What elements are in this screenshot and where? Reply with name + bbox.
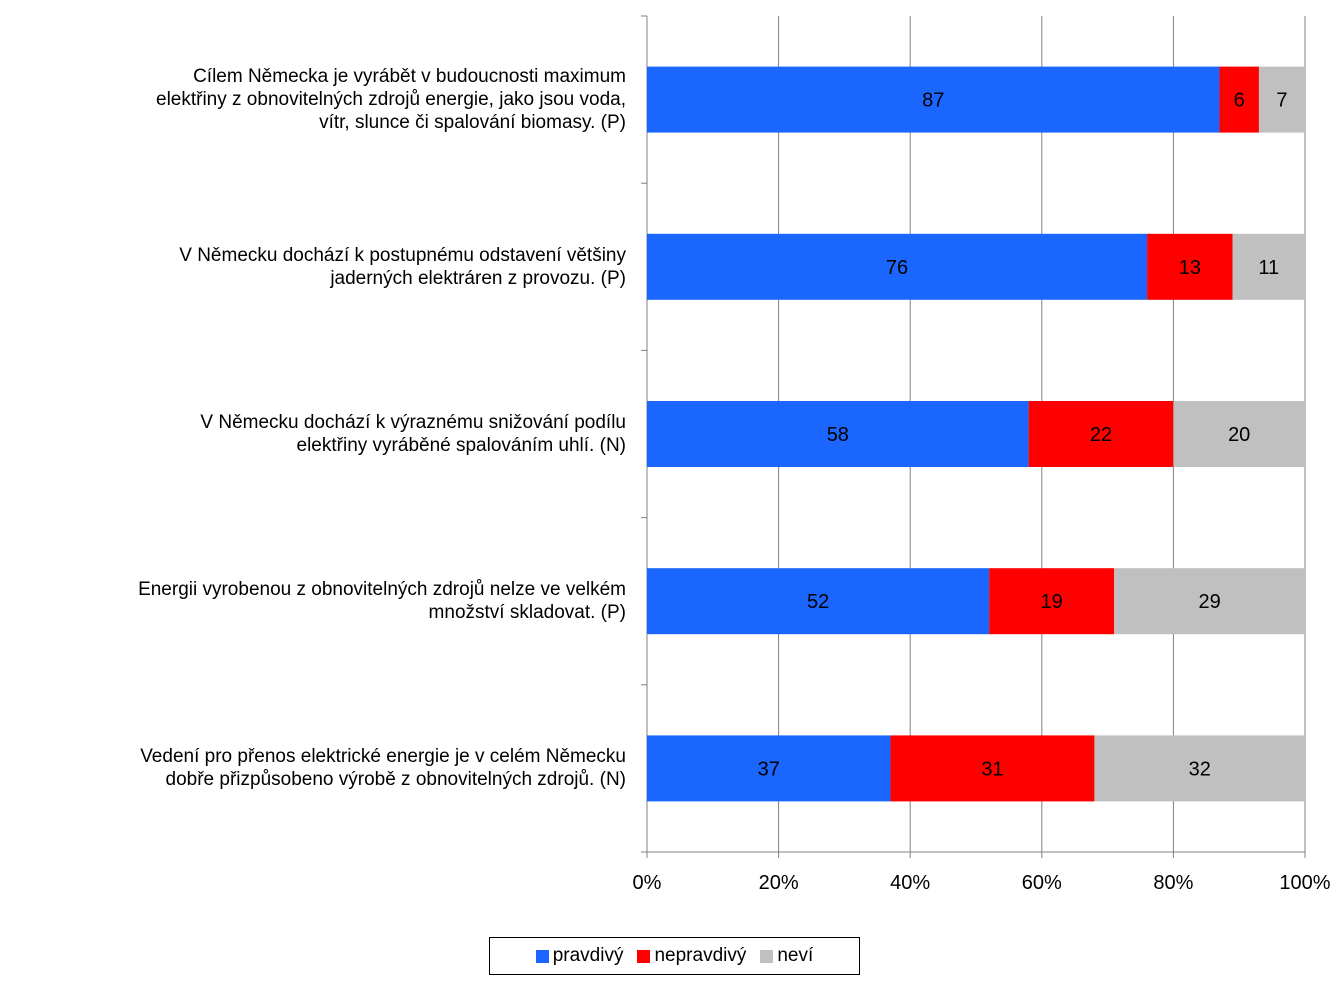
- legend-label-nevi: neví: [777, 945, 814, 966]
- category-label: V Německu dochází k postupnému odstavení…: [179, 244, 626, 289]
- legend-label-nepravdivy: nepravdivý: [654, 945, 747, 966]
- data-label: 13: [1179, 257, 1201, 279]
- x-tick-label: 40%: [890, 872, 930, 894]
- data-label: 76: [886, 257, 908, 279]
- category-label: V Německu dochází k výraznému snižování …: [200, 412, 626, 456]
- category-label: Cílem Německa je vyrábět v budoucnosti m…: [156, 66, 626, 134]
- bar-segment: [1232, 233, 1305, 300]
- bar-segment: [1258, 66, 1305, 133]
- data-label: 58: [827, 424, 849, 446]
- data-label: 6: [1234, 90, 1245, 112]
- bar-segment: [647, 233, 1148, 300]
- bar-segment: [647, 401, 1029, 467]
- bar-segment: [647, 735, 891, 802]
- bar-segment: [1219, 66, 1259, 133]
- stacked-bar-chart: 0% 20% 40% 60% 80% 100% 87 6 7 76 13 11 58 22 20 52 19 29…: [633, 15, 1331, 894]
- data-label: 22: [1090, 424, 1112, 446]
- data-label: 52: [807, 591, 829, 613]
- category-label: Vedení pro přenos elektrické energie je …: [140, 746, 626, 791]
- legend: pravdivý nepravdivý neví: [489, 937, 860, 975]
- data-label: 20: [1228, 424, 1250, 446]
- x-tick-label: 20%: [759, 872, 799, 894]
- bar-segment: [1147, 233, 1233, 300]
- bar-segment: [647, 568, 990, 635]
- x-tick-label: 60%: [1022, 872, 1062, 894]
- data-label: 32: [1189, 758, 1211, 780]
- category-label: Energii vyrobenou z obnovitelných zdrojů…: [138, 579, 626, 624]
- data-label: 29: [1198, 591, 1220, 613]
- bar-segment: [989, 568, 1115, 635]
- legend-swatch-nevi: [760, 949, 774, 963]
- legend-item-nevi: neví: [760, 945, 813, 967]
- bar-segment: [1028, 401, 1174, 467]
- bar-segment: [1094, 735, 1305, 802]
- legend-item-pravdivy: pravdivý: [535, 945, 624, 967]
- legend-item-nepravdivy: nepravdivý: [637, 945, 746, 967]
- legend-swatch-pravdivy: [535, 949, 549, 963]
- data-label: 11: [1258, 257, 1279, 279]
- data-label: 87: [922, 90, 944, 112]
- x-tick-label: 80%: [1153, 872, 1193, 894]
- data-label: 7: [1276, 90, 1287, 112]
- x-tick-label: 0%: [633, 872, 662, 894]
- x-tick-label: 100%: [1279, 872, 1330, 894]
- data-label: 37: [758, 758, 780, 780]
- legend-swatch-nepravdivy: [637, 949, 651, 963]
- legend-label-pravdivy: pravdivý: [552, 945, 624, 966]
- bar-segment: [890, 735, 1095, 802]
- data-label: 19: [1041, 591, 1063, 613]
- data-label: 31: [981, 758, 1003, 780]
- bar-segment: [1114, 568, 1305, 635]
- bar-segment: [647, 66, 1220, 133]
- bar-segment: [1173, 401, 1305, 467]
